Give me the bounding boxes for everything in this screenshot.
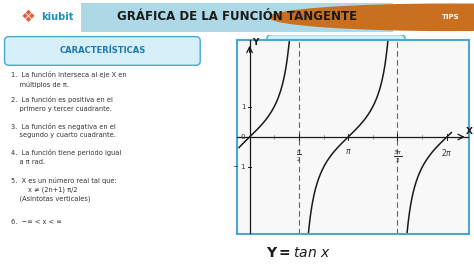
Text: GRÁFICA: GRÁFICA [315,44,356,53]
Text: 2.  La función es positiva en el
    primero y tercer cuadrante.: 2. La función es positiva en el primero … [11,96,113,111]
Text: 4.  La función tiene periodo igual
    a π rad.: 4. La función tiene periodo igual a π ra… [11,149,122,165]
Text: 1.  La función interseca al eje X en
    múltiplos de π.: 1. La función interseca al eje X en múlt… [11,72,127,88]
Text: GRÁFICA DE LA FUNCIÓN TANGENTE: GRÁFICA DE LA FUNCIÓN TANGENTE [117,10,357,23]
Text: TIPS: TIPS [441,14,459,20]
Text: $\bf{Y} = \it{tan}\ \it{x}$: $\bf{Y} = \it{tan}\ \it{x}$ [266,246,331,260]
Text: ❖: ❖ [21,8,36,26]
FancyBboxPatch shape [267,35,405,63]
Text: $\pi$: $\pi$ [345,147,352,156]
Text: 5.  X es un número real tal que:
        x ≠ (2n+1) π/2
    (Asintotas verticale: 5. X es un número real tal que: x ≠ (2n+… [11,178,117,202]
Text: 0: 0 [241,134,246,140]
Text: 1: 1 [241,104,246,110]
Text: 3.  La función es negativa en el
    segundo y cuarto cuadrante.: 3. La función es negativa en el segundo … [11,123,116,138]
Circle shape [270,4,474,30]
Text: $\frac{\pi}{2}$: $\frac{\pi}{2}$ [296,148,302,164]
Text: − 1: − 1 [233,164,246,170]
Text: kiubit: kiubit [41,12,73,22]
Text: X: X [466,127,473,136]
FancyBboxPatch shape [5,37,200,65]
Text: 6.  −∞ < x < ∞: 6. −∞ < x < ∞ [11,219,62,225]
Text: $2\pi$: $2\pi$ [441,147,453,158]
Text: $\frac{3\pi}{2}$: $\frac{3\pi}{2}$ [393,148,402,165]
FancyBboxPatch shape [81,3,393,32]
Text: Y: Y [252,38,258,47]
Text: CARACTERÍSTICAS: CARACTERÍSTICAS [59,46,146,55]
